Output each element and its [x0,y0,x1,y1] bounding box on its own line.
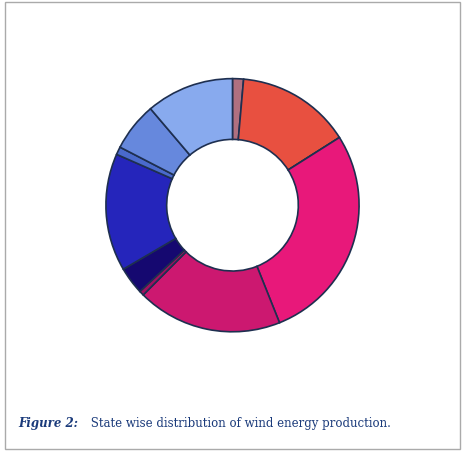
Wedge shape [151,78,232,155]
Wedge shape [120,109,190,175]
Text: 3.5%: 3.5% [116,350,142,359]
Wedge shape [123,239,184,291]
Text: 1.4%: 1.4% [222,53,248,62]
Text: Figure 2:: Figure 2: [18,417,78,430]
Text: Gujarat: Gujarat [376,249,418,258]
Text: 0%: 0% [389,185,405,194]
Wedge shape [238,79,339,170]
Wedge shape [257,138,359,323]
Text: 18.5%: 18.5% [235,379,268,388]
Wedge shape [140,250,186,295]
Text: 27.9%: 27.9% [381,265,413,274]
Text: Chattisgarh: Chattisgarh [365,169,430,178]
Text: Telangana: Telangana [207,36,263,45]
Text: 6.2%: 6.2% [70,144,96,153]
Text: Kerala: Kerala [166,350,202,359]
Text: Odisha: Odisha [59,163,97,172]
Text: Madhya Pradesh: Madhya Pradesh [83,334,174,343]
Wedge shape [106,154,176,269]
Wedge shape [117,147,174,179]
Text: 0.6%: 0.6% [171,367,198,376]
Wedge shape [288,138,339,170]
Text: State wise distribution of wind energy production.: State wise distribution of wind energy p… [87,417,391,430]
Text: Rajasthan: Rajasthan [55,127,111,136]
Text: Maharashtra: Maharashtra [30,216,101,225]
Text: 14.6%: 14.6% [307,78,340,87]
Text: Tamil Nadu: Tamil Nadu [97,80,160,89]
Wedge shape [143,252,279,332]
Text: 11.2%: 11.2% [112,97,145,106]
Text: Andhra Pradesh: Andhra Pradesh [279,61,368,70]
Text: 1%: 1% [70,179,86,188]
Text: 15%: 15% [54,232,77,241]
Wedge shape [232,78,244,140]
Text: Karnataka: Karnataka [223,363,280,372]
